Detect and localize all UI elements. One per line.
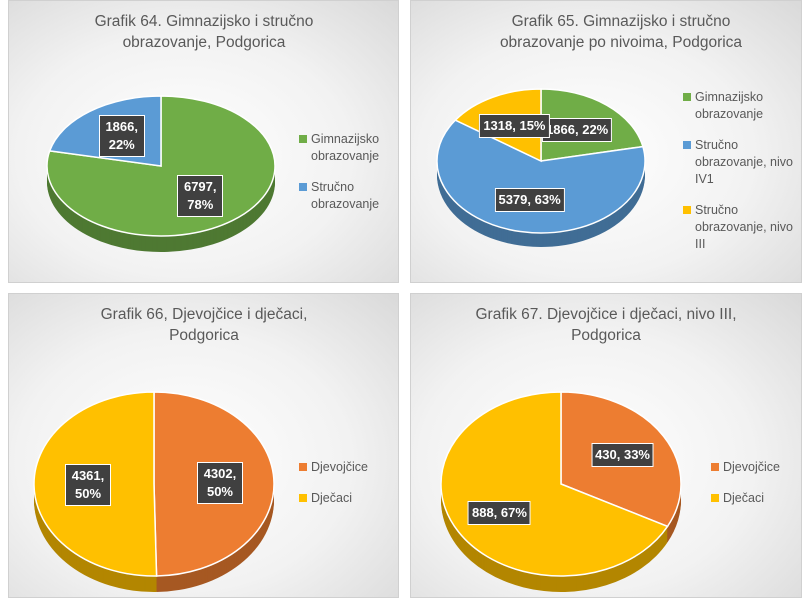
chart-title: Grafik 65. Gimnazijsko i stručno obrazov… [499,13,743,51]
legend-label: Djevojčice [311,460,368,474]
legend-item: Stručno obrazovanje [299,179,394,213]
legend-item: Stručno obrazovanje, nivo IV1 [683,137,798,188]
legend-label: Djevojčice [723,460,780,474]
chart-title: Grafik 67. Djevojčice i dječaci, nivo II… [475,306,737,344]
legend: Gimnazijsko obrazovanje Stručno obrazovan… [299,131,394,227]
legend: Djevojčice Dječaci [711,459,801,521]
legend-item: Gimnazijsko obrazovanje [683,89,798,123]
chart-title: Grafik 66, Djevojčice i dječaci, Podgori… [100,306,308,344]
legend-item: Gimnazijsko obrazovanje [299,131,394,165]
data-label: 430, 33% [591,443,654,468]
legend-item: Djevojčice [711,459,801,476]
data-label: 1318, 15% [479,113,550,138]
chart-title: Grafik 64. Gimnazijsko i stručno obrazov… [94,13,314,51]
data-label: 5379, 63% [494,187,565,212]
legend: Gimnazijsko obrazovanje Stručno obrazovan… [683,89,798,267]
legend-swatch [683,141,691,149]
legend-label: Dječaci [311,491,352,505]
legend-swatch [711,463,719,471]
data-label: 1866, 22% [542,118,613,143]
legend-item: Stručno obrazovanje, nivo III [683,202,798,253]
legend-item: Dječaci [299,490,394,507]
legend: Djevojčice Dječaci [299,459,394,521]
pie-chart [440,391,682,592]
legend-label: Stručno obrazovanje, nivo III [695,203,793,251]
pie-slice [436,119,646,234]
data-label: 888, 67% [467,500,531,525]
legend-swatch [683,93,691,101]
legend-label: Stručno obrazovanje, nivo IV1 [695,138,793,186]
chart-panel: 430, 33% 888, 67% Djevojčice Dječaci Grafik … [410,293,802,598]
legend-swatch [299,494,307,502]
legend-swatch [299,463,307,471]
data-label: 4302, 50% [196,462,243,505]
legend-label: Dječaci [723,491,764,505]
chart-panel: 6797, 78% 1866, 22% Gimnazijsko obrazovanj… [8,0,399,283]
chart-panel: 1866, 22% 5379, 63% 1318, 15% Gimnazijsko o… [410,0,802,283]
legend-swatch [711,494,719,502]
data-label: 6797, 78% [177,175,224,218]
legend-swatch [683,206,691,214]
data-label: 1866, 22% [98,114,145,157]
legend-swatch [299,135,307,143]
legend-label: Stručno obrazovanje [311,180,380,211]
chart-panel: 4302, 50% 4361, 50% Djevojčice Dječaci Grafi… [8,293,399,598]
legend-swatch [299,183,307,191]
legend-item: Dječaci [711,490,801,507]
legend-item: Djevojčice [299,459,394,476]
data-label: 4361, 50% [65,463,111,506]
legend-label: Gimnazijsko obrazovanje [311,132,380,163]
legend-label: Gimnazijsko obrazovanje [695,90,764,121]
pie-slice [440,391,669,577]
